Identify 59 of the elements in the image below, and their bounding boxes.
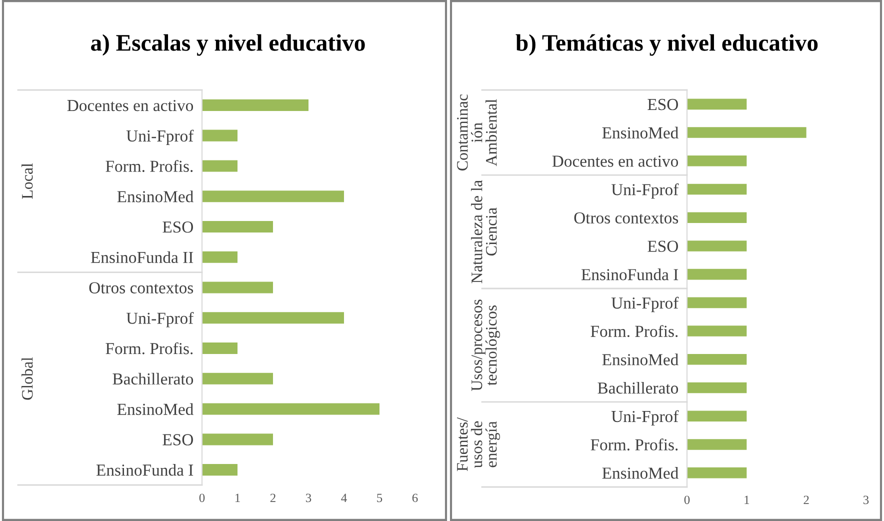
y-tick-label: EnsinoMed: [117, 190, 194, 202]
y-tick-label: Otros contextos: [89, 282, 194, 294]
y-axis-title: Usos/procesos tecnológicos: [472, 300, 500, 392]
bar: [202, 220, 273, 233]
y-tick-label: ESO: [162, 434, 193, 446]
bar: [202, 282, 273, 294]
y-axis-title: Local: [22, 163, 33, 199]
bar: [202, 372, 273, 384]
bar: [202, 434, 273, 446]
y-tick-label: EnsinoFunda I: [581, 268, 678, 280]
y-axis-title: Naturaleza de la Ciencia: [471, 180, 497, 284]
bar: [202, 312, 344, 324]
y-tick-label: Form. Profis.: [590, 325, 678, 338]
y-tick-label: Docentes en activo: [67, 100, 194, 112]
y-tick-label: Form. Profis.: [590, 438, 678, 450]
y-tick-label: Uni-Fprof: [611, 296, 679, 312]
chart-title: a) Escalas y nivel educativo: [91, 34, 365, 56]
y-tick-label: EnsinoMed: [117, 403, 194, 415]
y-tick-label: Form. Profis.: [106, 160, 193, 172]
y-tick-label: Uni-Fprof: [126, 130, 194, 145]
y-tick-label: ESO: [648, 240, 678, 252]
y-tick-label: Bachillerato: [598, 382, 678, 394]
x-tick-label: 2: [804, 496, 809, 504]
y-axis-title: Global: [22, 357, 33, 400]
y-tick-label: Form. Profis.: [106, 342, 193, 354]
x-tick-label: 0: [199, 494, 205, 502]
x-tick-label: 6: [412, 494, 418, 502]
bar: [202, 342, 238, 354]
y-tick-label: Docentes en activo: [552, 156, 678, 167]
y-tick-label: EnsinoMed: [602, 467, 678, 479]
bar: [202, 160, 238, 172]
bar: [202, 251, 238, 263]
bar: [202, 130, 238, 142]
y-axis-title: Contaminac ión Ambiental: [457, 94, 497, 170]
x-tick-label: 2: [270, 494, 276, 502]
y-axis-title: Fuentes/ usos de energía: [457, 417, 500, 472]
x-tick-label: 5: [377, 494, 382, 502]
x-tick-label: 3: [306, 494, 312, 502]
y-tick-label: Uni-Fprof: [126, 312, 194, 328]
y-tick-label: EnsinoFunda II: [90, 251, 194, 264]
y-tick-label: EnsinoMed: [602, 354, 678, 366]
bar: [202, 403, 380, 415]
x-tick-label: 3: [863, 496, 869, 504]
y-tick-label: Bachillerato: [112, 372, 194, 385]
x-tick-label: 1: [744, 496, 750, 504]
y-tick-label: Uni-Fprof: [611, 410, 679, 426]
x-tick-label: 1: [235, 494, 240, 502]
x-tick-label: 0: [684, 496, 690, 504]
y-tick-label: ESO: [162, 221, 193, 233]
bar: [202, 464, 238, 476]
y-tick-label: ESO: [648, 98, 678, 110]
y-tick-label: Otros contextos: [574, 212, 678, 224]
bar: [202, 99, 308, 111]
x-tick-label: 4: [341, 494, 347, 502]
bar: [202, 190, 344, 202]
y-tick-label: Uni-Fprof: [611, 183, 679, 199]
y-tick-label: EnsinoMed: [602, 126, 678, 138]
y-tick-label: EnsinoFunda I: [96, 464, 194, 476]
chart-title: b) Temáticas y nivel educativo: [516, 34, 818, 56]
